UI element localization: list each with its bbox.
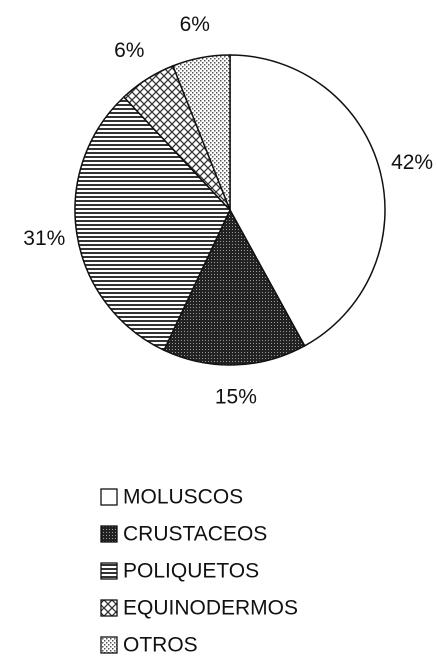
slice-label: 31% bbox=[23, 227, 65, 250]
legend-swatch bbox=[100, 636, 118, 654]
slice-label: 6% bbox=[114, 39, 144, 62]
pie-slice bbox=[171, 54, 231, 211]
legend-label: MOLUSCOS bbox=[123, 486, 243, 509]
legend-swatch bbox=[100, 599, 118, 617]
slice-label: 15% bbox=[215, 385, 257, 408]
legend-label: POLIQUETOS bbox=[123, 560, 259, 583]
slice-label: 42% bbox=[391, 151, 433, 174]
legend-swatch bbox=[100, 525, 118, 543]
legend-label: CRUSTACEOS bbox=[123, 523, 267, 546]
legend-swatch bbox=[100, 488, 118, 506]
pie-slice bbox=[229, 54, 386, 347]
legend-label: OTROS bbox=[123, 634, 198, 657]
legend-swatch bbox=[100, 562, 118, 580]
slice-label: 6% bbox=[180, 13, 210, 36]
pie-slice bbox=[74, 95, 231, 352]
pie-slice bbox=[163, 208, 306, 366]
legend-label: EQUINODERMOS bbox=[123, 597, 298, 620]
